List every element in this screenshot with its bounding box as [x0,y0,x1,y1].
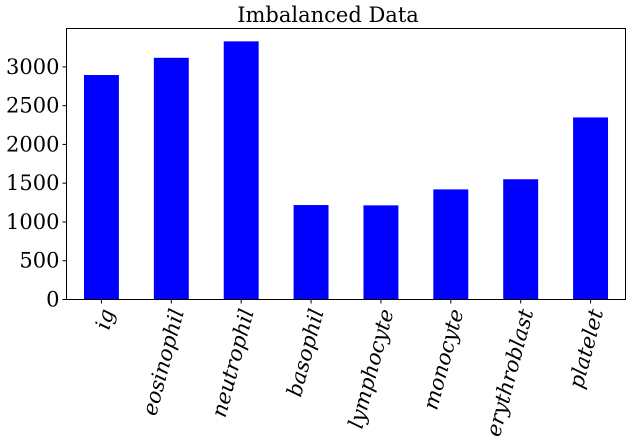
bar-eosinophil [153,57,189,300]
bar-erythroblast [503,179,539,300]
bar-lymphocyte [363,205,399,300]
bar-ig [83,75,119,300]
chart-title: Imbalanced Data [237,3,419,27]
x-tick-label: eosinophil [137,306,188,418]
y-tick-label: 500 [19,249,59,273]
plot-frame [66,28,626,300]
x-axis: ig eosinophil neutrophil basophil lymphocyte… [91,299,608,439]
bar-platelet [573,117,609,300]
y-tick-label: 3000 [6,55,59,79]
x-tick-label: basophil [282,306,328,399]
x-tick-label: platelet [564,306,608,391]
y-tick-label: 2500 [6,94,59,118]
y-tick-label: 2000 [6,132,59,156]
bars-group [83,41,609,300]
bar-neutrophil [223,41,259,300]
y-tick-label: 1000 [6,210,59,234]
y-axis: 0 500 1000 1500 2000 2500 3000 [6,55,67,312]
y-tick-label: 1500 [6,171,59,195]
x-tick-label: erythroblast [481,306,538,439]
bar-basophil [293,205,329,300]
bar-monocyte [433,189,469,300]
x-tick-label: monocyte [419,306,469,412]
x-tick-label: lymphocyte [344,306,399,431]
x-tick-label: ig [91,306,119,332]
x-tick-label: neutrophil [207,306,259,419]
y-tick-label: 0 [46,288,59,312]
